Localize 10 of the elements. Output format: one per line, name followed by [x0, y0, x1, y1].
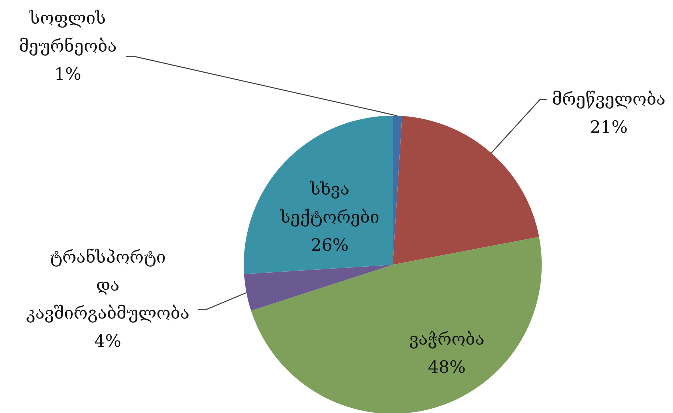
data-label: 48% — [428, 358, 466, 378]
slice-label: სოფლის მეურნეობა — [19, 9, 117, 57]
slice-label: ტრანსპორტი და კავშირგაბმულობა — [26, 248, 190, 324]
slice-label: სხვა სექტორები — [279, 180, 380, 228]
slice-label: მრეწველობა — [552, 90, 666, 110]
data-label: 21% — [590, 118, 628, 138]
data-label: 1% — [54, 65, 82, 85]
slice-label: ვაჭრობა — [409, 330, 485, 350]
data-label: 26% — [311, 236, 349, 256]
data-label: 4% — [94, 332, 122, 352]
